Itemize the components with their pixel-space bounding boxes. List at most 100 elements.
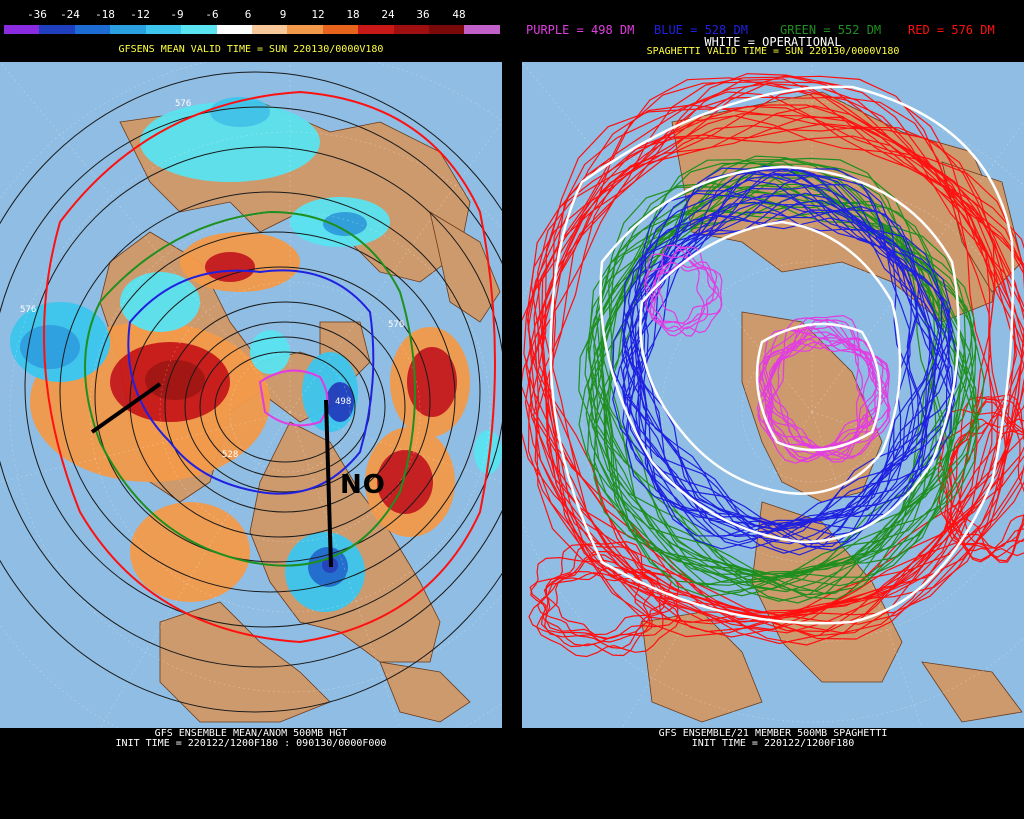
footer-init-time: INIT TIME = 220122/1200F180	[691, 738, 855, 749]
spaghetti-member-contour	[950, 394, 1024, 550]
spaghetti-member-contour	[543, 543, 680, 639]
spaghetti-member-contour	[638, 193, 959, 538]
spaghetti-member-contour	[652, 244, 723, 326]
ensemble-mean-panel: -36 -24 -18 -12 -9 -6 6 9 12 18 24 36 48…	[0, 0, 502, 819]
annotation-no: NO	[340, 470, 386, 500]
scale-label: 36	[416, 8, 430, 21]
legend-blue: BLUE = 528 DM	[654, 23, 748, 37]
scale-swatch	[287, 25, 323, 34]
legend-red: RED = 576 DM	[908, 23, 995, 37]
lat-lon-grid	[522, 62, 1024, 728]
spaghetti-member-contour	[528, 553, 651, 657]
scale-label: -12	[130, 8, 150, 21]
anomaly-shading	[10, 97, 502, 612]
map-valid-time-title: GFSENS MEAN VALID TIME = SUN 220130/0000…	[118, 44, 384, 55]
spaghetti-member-contour	[939, 418, 1024, 561]
spaghetti-member-contour	[536, 550, 681, 658]
spaghetti-member-contour	[525, 105, 996, 637]
contour-label: 576	[175, 99, 191, 109]
scale-label: 48	[452, 8, 466, 21]
contour-value-labels: 576 576 576 498 528	[20, 99, 404, 460]
legend-white: WHITE = OPERATIONAL	[704, 35, 842, 49]
spaghetti-member-contour	[608, 184, 985, 583]
scale-label: -18	[95, 8, 115, 21]
scale-label: -24	[60, 8, 80, 21]
spaghetti-member-contour	[528, 86, 1007, 640]
spaghetti-member-contour	[764, 318, 890, 461]
legend-purple: PURPLE = 498 DM	[526, 23, 635, 37]
scale-label: -36	[27, 8, 47, 21]
spaghetti-member-contour	[625, 167, 944, 533]
mean-anomaly-map-graphic: 576 576 576 498 528	[0, 62, 502, 728]
spaghetti-member-contour	[612, 199, 918, 556]
annotation-line-canada	[324, 399, 333, 568]
scale-swatch	[74, 25, 111, 34]
anomaly-color-scale	[4, 25, 500, 34]
spaghetti-member-contour	[530, 556, 672, 636]
spaghetti-member-contour	[593, 159, 968, 583]
footer-init-time: INIT TIME = 220122/1200F180 : 090130/000…	[115, 738, 387, 749]
operational-run-contours	[549, 85, 1015, 625]
spaghetti-member-contour	[937, 408, 1024, 549]
spaghetti-member-contour	[768, 317, 890, 450]
contour-552	[84, 210, 416, 567]
spaghetti-member-contour	[620, 192, 920, 547]
contour-label: 528	[222, 450, 238, 460]
scale-label: 12	[311, 8, 325, 21]
spaghetti-member-contour	[536, 566, 656, 650]
spaghetti-member-contour	[622, 179, 955, 550]
scale-swatch	[110, 25, 146, 34]
spaghetti-purple-498	[644, 244, 891, 464]
spaghetti-member-contour	[527, 134, 1024, 645]
spaghetti-member-contour	[627, 201, 933, 534]
scale-swatch	[358, 25, 394, 34]
scale-swatch	[429, 25, 465, 34]
spaghetti-member-contour	[622, 214, 950, 554]
spaghetti-member-contour	[634, 168, 931, 527]
spaghetti-member-contour	[759, 328, 890, 456]
scale-swatch	[181, 25, 217, 34]
scale-swatch	[39, 25, 75, 34]
spaghetti-member-contour	[612, 172, 920, 546]
spaghetti-member-contour	[526, 96, 992, 619]
scale-swatch	[464, 25, 500, 34]
scale-label: 24	[381, 8, 395, 21]
legend-green: GREEN = 552 DM	[780, 23, 882, 37]
contour-528	[127, 269, 375, 495]
spaghetti-member-contour	[938, 401, 1024, 563]
contour-label: 576	[388, 320, 404, 330]
mean-anomaly-map: 576 576 576 498 528 NO	[0, 62, 502, 728]
scale-swatch	[4, 25, 40, 34]
spaghetti-member-contour	[522, 116, 996, 646]
scale-label: 6	[244, 8, 252, 21]
contour-label: 498	[335, 397, 351, 407]
spaghetti-member-contour	[621, 184, 911, 531]
spaghetti-map	[522, 62, 1024, 728]
scale-label: 9	[279, 8, 287, 21]
spaghetti-map-graphic	[522, 62, 1024, 728]
spaghetti-member-contour	[533, 77, 1024, 623]
spaghetti-member-contour	[764, 336, 877, 450]
spaghetti-member-contour	[648, 247, 723, 337]
anomaly-scale-labels: -36 -24 -18 -12 -9 -6 6 9 12 18 24 36 48	[0, 8, 502, 21]
contour-label: 576	[20, 305, 36, 315]
spaghetti-member-contour	[588, 209, 974, 602]
spaghetti-member-contour	[593, 157, 977, 587]
spaghetti-member-contour	[524, 82, 1024, 624]
scale-swatch	[251, 25, 288, 34]
scale-swatch	[322, 25, 359, 34]
spaghetti-member-contour	[644, 262, 720, 333]
spaghetti-member-contour	[644, 253, 718, 324]
footer-title: GFS ENSEMBLE MEAN/ANOM 500MB HGT	[154, 728, 348, 739]
spaghetti-member-contour	[545, 540, 664, 640]
spaghetti-red-576	[522, 73, 1024, 658]
map-valid-time-title: SPAGHETTI VALID TIME = SUN 220130/0000V1…	[646, 46, 900, 57]
spaghetti-panel: PURPLE = 498 DM BLUE = 528 DM GREEN = 55…	[522, 0, 1024, 819]
scale-label: 18	[346, 8, 360, 21]
scale-label: -9	[170, 8, 184, 21]
scale-swatch	[216, 25, 252, 34]
spaghetti-member-contour	[604, 155, 962, 576]
scale-label: -6	[205, 8, 219, 21]
spaghetti-member-contour	[630, 209, 952, 545]
annotation-line-pacific	[90, 382, 162, 434]
